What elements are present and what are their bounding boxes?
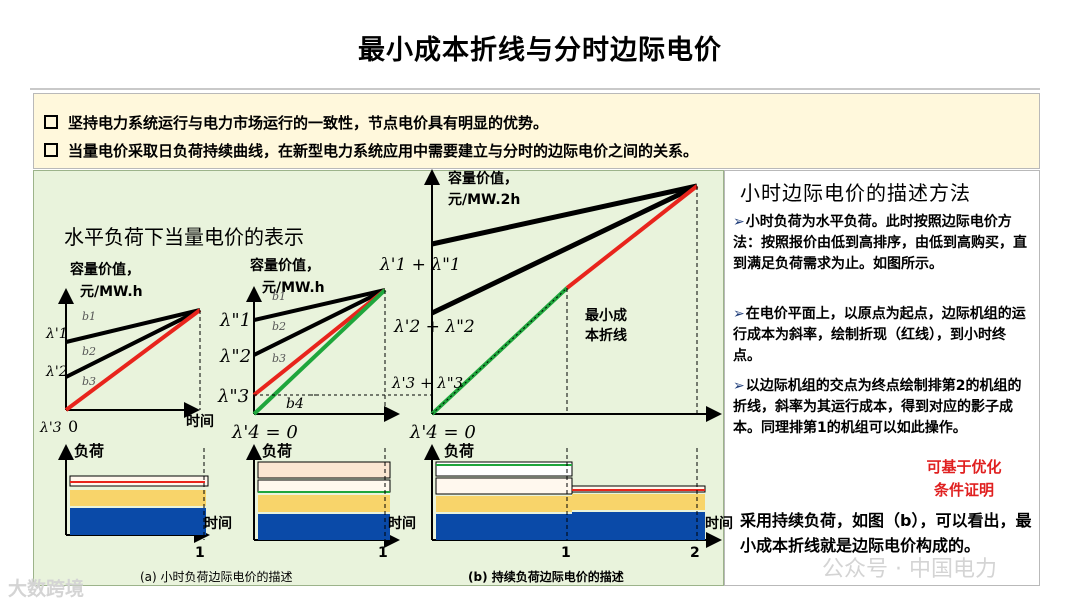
load1-band-yellow <box>70 490 206 506</box>
load-chart-2: 负荷 时间 1 <box>246 442 416 561</box>
chart-2: 容量价值， 元/MW.h b1 b2 b3 b4 λ"1 λ"2 λ"3 λ'4… <box>217 257 400 443</box>
watermark-right: 公众号 · 中国电力 <box>822 557 997 582</box>
arrow-bullet-icon: ➢ <box>733 214 745 230</box>
chart3-line-middle <box>430 183 699 316</box>
chart1-red-marginal-line <box>64 308 202 412</box>
chart3-red-segment <box>565 184 699 290</box>
chart3-sum2: λ'2 + λ"2 <box>393 317 475 337</box>
load2-label: 负荷 <box>262 442 292 460</box>
description-text: 在电价平面上，以原点为起点，边际机组的运行成本为斜率，绘制折现（红线），到小时终… <box>733 306 1026 364</box>
load2-band-navy <box>258 514 390 540</box>
chart3-line-upper <box>431 183 698 247</box>
chart1-time-label: 时间 <box>186 413 214 430</box>
chart1-line-b1 <box>65 308 201 344</box>
chart1-b1-label: b1 <box>82 310 96 323</box>
load3-label: 负荷 <box>444 442 474 460</box>
chart2-ylabel: 容量价值， <box>249 257 320 274</box>
min-cost-label-2: 本折线 <box>585 327 627 344</box>
chart2-b3-label: b3 <box>272 352 286 365</box>
min-cost-label-1: 最小成 <box>585 307 627 324</box>
chart1-ylabel-unit: 元/MW.h <box>80 284 143 300</box>
chart2-b1-label: b1 <box>272 290 286 303</box>
caption-a: (a) 小时负荷边际电价的描述 <box>140 569 293 584</box>
bullet-text: 坚持电力系统运行与电力市场运行的一致性，节点电价具有明显的优势。 <box>68 114 549 132</box>
chart1-line-b2 <box>65 308 201 379</box>
bullet-item: 当量电价采取日负荷持续曲线，在新型电力系统应用中需要建立与分时的边际电价之间的关… <box>44 140 698 161</box>
load2-band-yellow <box>258 495 390 512</box>
load3-time-label: 时间 <box>705 515 733 532</box>
load2-time-label: 时间 <box>388 515 416 532</box>
chart2-green-line <box>252 288 387 416</box>
load3-right-band-yellow <box>572 494 705 510</box>
checkbox-bullet-icon <box>44 143 58 157</box>
chart2-lambda1: λ"1 <box>219 310 251 331</box>
optimization-note-line-1: 可基于优化 <box>926 458 1002 476</box>
conclusion-text: 采用持续负荷，如图（b），可以看出，最小成本折线就是边际电价构成的。 <box>740 511 1032 555</box>
chart1-origin: 0 <box>68 417 78 436</box>
load3-tick-2: 2 <box>690 545 700 561</box>
horizontal-load-title: 水平负荷下当量电价的表示 <box>64 225 304 249</box>
load1-band-navy <box>70 508 206 535</box>
chart3-sum1: λ'1 + λ"1 <box>379 255 461 275</box>
bullet-list: 坚持电力系统运行与电力市场运行的一致性，节点电价具有明显的优势。 当量电价采取日… <box>33 93 1040 169</box>
chart3-lambda4: λ'4 = 0 <box>409 422 476 443</box>
chart2-ylabel-unit: 元/MW.h <box>262 280 325 296</box>
title-divider <box>30 88 1040 90</box>
load1-tick-1: 1 <box>195 545 205 561</box>
chart2-b2-label: b2 <box>272 320 286 333</box>
load2-band-white <box>257 479 391 493</box>
chart2-line-b2 <box>253 288 386 357</box>
chart1-lambda3: λ'3 <box>39 420 62 436</box>
chart1-b3-label: b3 <box>82 375 96 388</box>
load1-label: 负荷 <box>74 442 104 460</box>
load3-band-navy <box>436 514 572 540</box>
chart1-ylabel: 容量价值， <box>69 261 140 278</box>
load3-band-white <box>435 477 573 495</box>
load2-band-peach <box>257 461 391 479</box>
chart-1: 容量价值， 元/MW.h b1 b2 b3 λ'1 λ'2 λ'3 0 时间 <box>39 261 214 436</box>
bullet-text: 当量电价采取日负荷持续曲线，在新型电力系统应用中需要建立与分时的边际电价之间的关… <box>68 142 699 160</box>
chart2-lambda2: λ"2 <box>219 346 251 367</box>
bullet-item: 坚持电力系统运行与电力市场运行的一致性，节点电价具有明显的优势。 <box>44 112 548 133</box>
load3-tick-1: 1 <box>561 545 571 561</box>
chart3-ylabel-unit: 元/MW.2h <box>448 192 520 208</box>
chart2-lambda3: λ"3 <box>217 386 249 407</box>
load-chart-3: 负荷 时间 1 2 <box>424 442 733 561</box>
load1-time-label: 时间 <box>204 515 232 532</box>
load2-tick-1: 1 <box>378 545 388 561</box>
description-text: 小时负荷为水平负荷。此时按照边际电价方法：按照报价由低到高排序，由低到高购买，直… <box>733 214 1027 272</box>
caption-b: (b) 持续负荷边际电价的描述 <box>468 569 624 584</box>
chart2-red-line <box>252 288 387 397</box>
load3-right-band-navy <box>572 512 705 540</box>
description-text: 以边际机组的交点为终点绘制排第2的机组的折线，斜率为其运行成本，得到对应的影子成… <box>733 378 1022 436</box>
chart3-dotted-extension <box>431 287 568 415</box>
description-item: ➢小时负荷为水平负荷。此时按照边际电价方法：按照报价由低到高排序，由低到高购买，… <box>733 212 1033 275</box>
chart3-sum3: λ'3 + λ"3 <box>391 374 463 392</box>
load-chart-1: 负荷 时间 1 <box>58 442 232 561</box>
arrow-bullet-icon: ➢ <box>733 378 745 394</box>
chart1-b2-label: b2 <box>82 345 96 358</box>
right-panel-title: 小时边际电价的描述方法 <box>740 181 971 205</box>
chart2-lambda4: λ'4 = 0 <box>231 422 298 443</box>
chart3-ylabel: 容量价值， <box>447 170 518 187</box>
description-item: ➢在电价平面上，以原点为起点，边际机组的运行成本为斜率，绘制折现（红线），到小时… <box>733 304 1033 367</box>
load3-band-yellow <box>436 496 572 512</box>
watermark-left: 大数跨境 <box>8 578 85 600</box>
description-panel <box>724 170 1040 586</box>
page-title: 最小成本折线与分时边际电价 <box>358 35 722 66</box>
chart1-lambda2: λ'2 <box>45 364 68 380</box>
chart-3: 容量价值， 元/MW.2h λ'1 + λ"1 λ'2 + λ"2 λ'3 + … <box>310 169 722 443</box>
chart2-line-b1 <box>253 288 386 322</box>
description-item: ➢以边际机组的交点为终点绘制排第2的机组的折线，斜率为其运行成本，得到对应的影子… <box>733 376 1033 439</box>
optimization-note: 可基于优化 条件证明 <box>908 456 1020 502</box>
arrow-bullet-icon: ➢ <box>733 306 745 322</box>
checkbox-bullet-icon <box>44 115 58 129</box>
chart1-lambda1: λ'1 <box>45 326 68 342</box>
optimization-note-line-2: 条件证明 <box>933 481 994 499</box>
chart2-b4-label: b4 <box>286 396 304 412</box>
